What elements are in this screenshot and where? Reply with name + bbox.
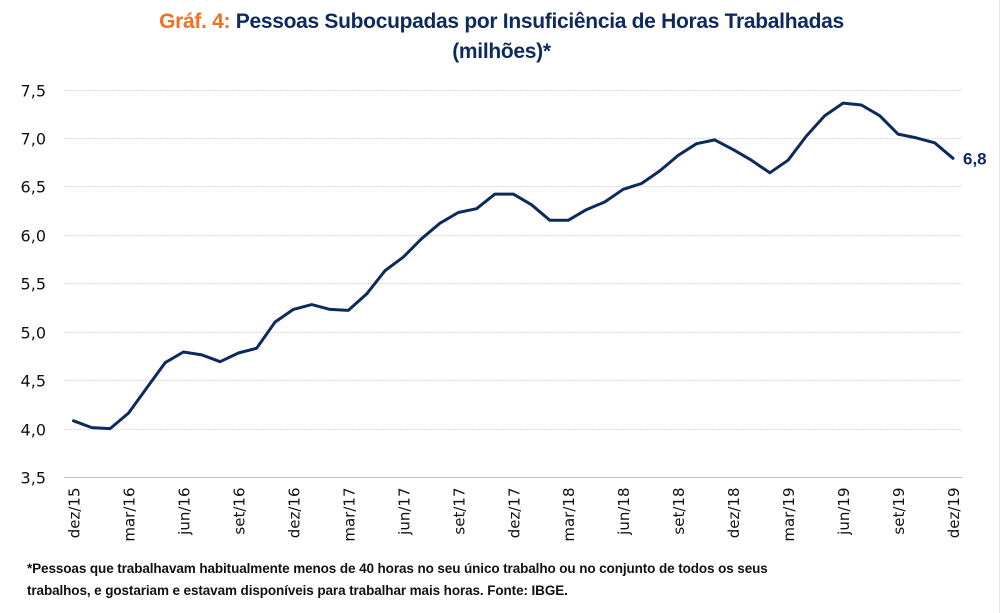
x-tick-label: mar/16 bbox=[120, 488, 138, 542]
series-line bbox=[72, 101, 955, 431]
chart-title: Gráf. 4: Pessoas Subocupadas por Insufic… bbox=[0, 7, 1003, 67]
x-tick-label: set/19 bbox=[890, 488, 908, 535]
chart-title-line1: Gráf. 4: Pessoas Subocupadas por Insufic… bbox=[0, 7, 1003, 37]
y-tick-label: 4,0 bbox=[21, 421, 46, 440]
y-tick-label: 3,5 bbox=[21, 469, 46, 488]
y-tick-label: 4,5 bbox=[21, 372, 46, 391]
y-tick-label: 7,5 bbox=[21, 82, 46, 101]
footnote-line1: *Pessoas que trabalhavam habitualmente m… bbox=[27, 561, 768, 576]
x-tick-label: dez/17 bbox=[505, 488, 523, 539]
series-group bbox=[72, 101, 955, 431]
x-tick-label: mar/17 bbox=[340, 488, 358, 542]
x-tick-label: mar/19 bbox=[780, 488, 798, 542]
footnote-line2: trabalhos, e gostariam e estavam disponí… bbox=[27, 583, 568, 598]
y-tick-label: 5,5 bbox=[21, 275, 46, 294]
x-tick-label: jun/17 bbox=[395, 488, 413, 536]
x-tick-label: set/17 bbox=[450, 488, 468, 535]
y-tick-label: 7,0 bbox=[21, 130, 46, 149]
x-tick-label: dez/16 bbox=[285, 488, 303, 539]
y-axis-ticks: 3,5 4,0 4,5 5,0 5,5 6,0 6,5 7,0 7,5 bbox=[21, 82, 46, 488]
x-axis-ticks: dez/15 mar/16 jun/16 set/16 dez/16 mar/17 jun/… bbox=[66, 488, 964, 542]
gridlines bbox=[64, 90, 962, 430]
data-label-last: 6,8 bbox=[963, 149, 987, 168]
frame-border bbox=[999, 0, 1000, 613]
chart-title-prefix: Gráf. 4: bbox=[159, 10, 231, 33]
chart-title-main: Pessoas Subocupadas por Insuficiência de… bbox=[230, 10, 844, 33]
y-tick-label: 6,0 bbox=[21, 227, 46, 246]
x-tick-label: jun/19 bbox=[835, 488, 853, 536]
footnote: *Pessoas que trabalhavam habitualmente m… bbox=[27, 558, 987, 602]
y-tick-label: 6,5 bbox=[21, 178, 46, 197]
x-tick-label: dez/15 bbox=[66, 488, 84, 539]
x-tick-label: jun/18 bbox=[615, 488, 633, 536]
x-tick-label: dez/19 bbox=[945, 488, 963, 539]
y-tick-label: 5,0 bbox=[21, 324, 46, 343]
chart-title-line2: (milhões)* bbox=[452, 40, 551, 63]
x-tick-label: jun/16 bbox=[175, 488, 193, 536]
x-tick-label: dez/18 bbox=[725, 488, 743, 539]
annotations: 6,8 bbox=[963, 149, 987, 168]
x-tick-label: set/16 bbox=[230, 488, 248, 535]
x-tick-label: set/18 bbox=[670, 488, 688, 535]
x-tick-label: mar/18 bbox=[560, 488, 578, 542]
